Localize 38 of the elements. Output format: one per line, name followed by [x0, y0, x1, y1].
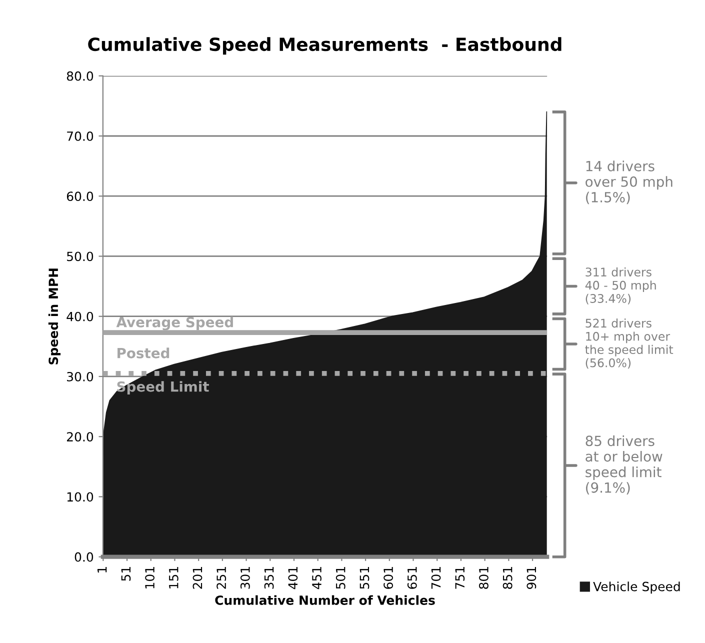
x-tick-label: 1 [98, 567, 107, 572]
text: 521 drivers 10+ mph over the speed limit (56.0%) [585, 318, 674, 369]
x-tick-label: 751 [455, 567, 465, 589]
y-axis-title: Speed in MPH [48, 268, 61, 364]
y-tick-label: 50.0 [67, 252, 94, 262]
text: 14 drivers over 50 mph (1.5%) [586, 160, 672, 204]
legend-label: Vehicle Speed [593, 582, 680, 594]
y-tick-label: 10.0 [67, 492, 94, 502]
text: Posted Speed Limit [117, 348, 209, 395]
text: 85 drivers at or below speed limit (9.1%) [586, 435, 662, 494]
y-tick-label: 30.0 [67, 372, 94, 382]
x-tick-label: 401 [288, 567, 298, 590]
x-tick-label: 551 [360, 567, 370, 589]
x-tick-label: 701 [431, 567, 441, 589]
x-tick-label: 851 [502, 567, 512, 589]
y-tick-label: 70.0 [67, 131, 94, 141]
y-tick-label: 40.0 [66, 312, 94, 322]
x-tick-label: 151 [169, 567, 178, 588]
text: 311 drivers 40 - 50 mph (33.4%) [585, 267, 656, 304]
x-tick-label: 601 [384, 567, 394, 589]
x-tick-label: 51 [121, 567, 131, 581]
x-tick-label: 451 [312, 567, 322, 590]
x-tick-label: 201 [192, 567, 202, 589]
chart-title: Cumulative Speed Measurements - Eastbound [88, 37, 562, 55]
x-tick-label: 651 [407, 567, 417, 589]
y-tick-label: 20.0 [66, 432, 94, 442]
x-tick-label: 251 [216, 567, 226, 589]
y-tick-label: 80.0 [66, 71, 94, 81]
ref-line-label: Average Speed [116, 316, 233, 330]
x-tick-label: 301 [240, 567, 250, 589]
x-tick-label: 501 [336, 567, 346, 589]
x-tick-label: 901 [526, 567, 536, 589]
x-tick-label: 801 [478, 567, 488, 589]
x-axis-title: Cumulative Number of Vehicles [215, 595, 435, 605]
x-tick-label: 351 [264, 567, 274, 589]
y-tick-label: 0.0 [74, 552, 94, 562]
x-tick-label: 101 [145, 567, 154, 588]
y-tick-label: 60.0 [66, 192, 94, 202]
